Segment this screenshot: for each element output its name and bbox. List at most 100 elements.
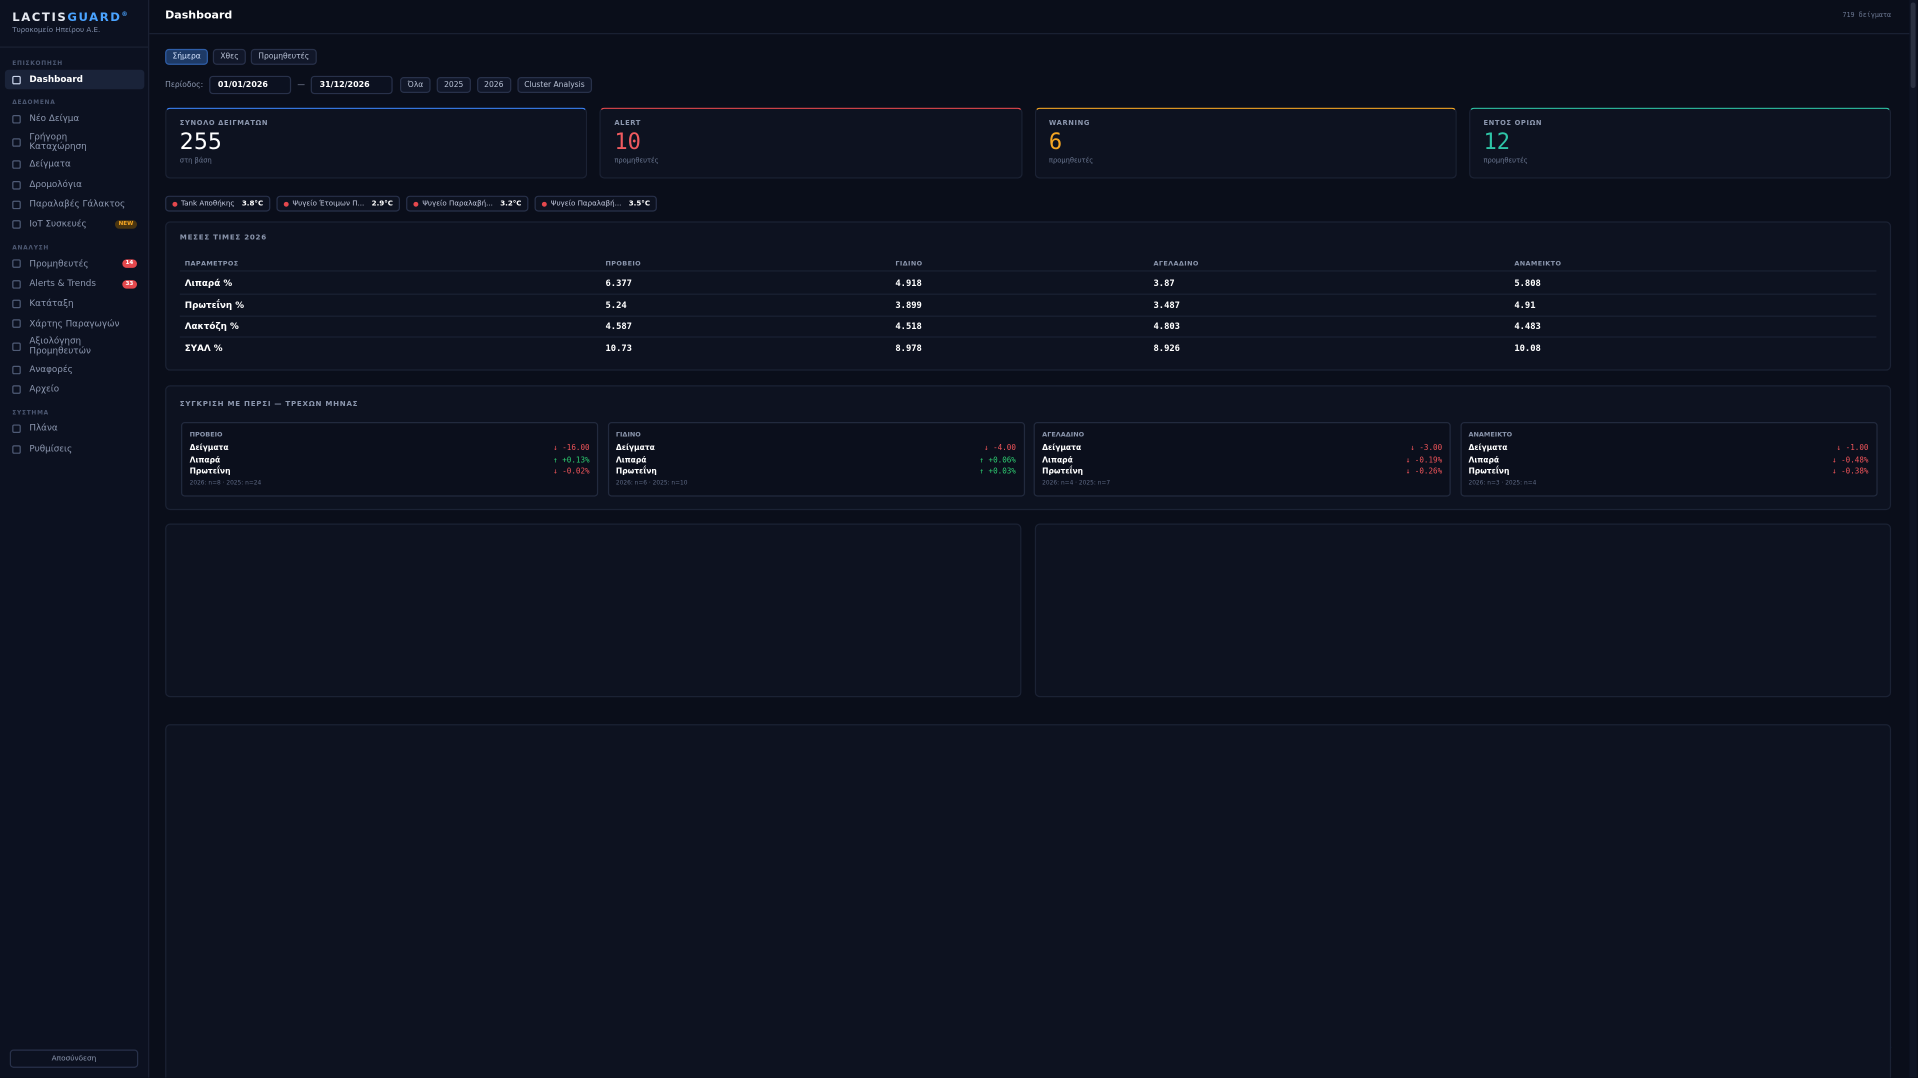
table-cell: 4.803: [1153, 320, 1180, 332]
table-cell: 4.483: [1514, 320, 1541, 332]
panel-title: ΣΥΓΚΡΙΣΗ ΜΕ ΠΕΡΣΙ — ΤΡΕΧΩΝ ΜΗΝΑΣ: [179, 401, 359, 409]
table-cell: 4.518: [895, 320, 922, 332]
metric-change: ↑ +0.13%: [553, 455, 590, 465]
kpi-note: στη βάση: [179, 157, 212, 166]
comparison-panel: ΣΥΓΚΡΙΣΗ ΜΕ ΠΕΡΣΙ — ΤΡΕΧΩΝ ΜΗΝΑΣ ΠΡΟΒΕΙΟ Δ…: [165, 385, 1892, 511]
period-label: Περίοδος:: [165, 80, 204, 90]
nav-item[interactable]: Ρυθμίσεις: [5, 439, 144, 459]
nav-icon: [12, 200, 21, 209]
kpi-label: ΣΥΝΟΛΟ ΔΕΙΓΜΑΤΩΝ: [179, 119, 269, 128]
metric-label: Λιπαρά: [1042, 455, 1073, 465]
nav-badge: NEW: [114, 220, 137, 229]
kpi-label: WARNING: [1048, 119, 1090, 128]
nav-section-title: ΣΥΣΤΗΜΑ: [12, 410, 49, 417]
metric-label: Πρωτεΐνη: [1042, 467, 1084, 476]
nav-item[interactable]: IoT Συσκευές NEW: [5, 215, 144, 235]
metric-change: ↑ +0.06%: [979, 455, 1016, 465]
nav-label: Αξιολόγηση Προμηθευτών: [29, 335, 91, 357]
nav-item[interactable]: Δείγματα: [5, 155, 144, 175]
brand: LACTISGUARD®: [12, 11, 129, 24]
nav-item[interactable]: Πλάνα: [5, 419, 144, 439]
tab[interactable]: Χθες: [212, 48, 247, 65]
filter-button[interactable]: Όλα: [400, 77, 431, 93]
nav-item[interactable]: Alerts & Trends 33: [5, 274, 144, 294]
status-dot: [172, 201, 178, 207]
tab[interactable]: Προμηθευτές: [250, 48, 317, 65]
nav-item[interactable]: Αναφορές: [5, 360, 144, 380]
sensor-chips: Tank Αποθήκης 3.8°C Ψυγείο Έτοιμων Π... 2.9…: [165, 195, 658, 212]
date-to[interactable]: 31/12/2026: [311, 75, 393, 95]
nav-icon: [12, 342, 21, 352]
card-footnote: 2026: n=6 · 2025: n=10: [615, 480, 688, 487]
metric-label: Πρωτεΐνη: [189, 467, 231, 476]
row-label: Λιπαρά %: [184, 277, 233, 289]
table-cell: 10.73: [605, 342, 632, 354]
nav-item[interactable]: Γρήγορη Καταχώρηση: [5, 129, 144, 155]
kpi-label: ALERT: [614, 119, 641, 128]
filter-button[interactable]: 2026: [476, 77, 511, 93]
nav-icon: [12, 365, 21, 374]
nav-item[interactable]: Νέο Δείγμα: [5, 109, 144, 129]
sensor-temp: 3.8°C: [241, 199, 264, 208]
table-separator: [179, 293, 1877, 295]
table-header: ΓΙΔΙΝΟ: [895, 260, 923, 268]
date-from[interactable]: 01/01/2026: [209, 75, 292, 95]
nav-label: Πλάνα: [29, 422, 58, 434]
filter-button[interactable]: Cluster Analysis: [516, 77, 593, 93]
nav-icon: [12, 180, 21, 190]
nav-icon: [12, 424, 21, 434]
nav-item[interactable]: Δρομολόγια: [5, 175, 144, 195]
card-footnote: 2026: n=3 · 2025: n=4: [1468, 480, 1537, 487]
table-header: ΠΡΟΒΕΙΟ: [605, 260, 642, 268]
nav-item[interactable]: Χάρτης Παραγωγών: [5, 314, 144, 334]
card-title: ΠΡΟΒΕΙΟ: [189, 431, 223, 440]
nav-label: Παραλαβές Γάλακτος: [29, 198, 126, 210]
kpi-card: ΕΝΤΟΣ ΟΡΙΩΝ 12 προμηθευτές: [1468, 107, 1892, 179]
kpi-card: ΣΥΝΟΛΟ ΔΕΙΓΜΑΤΩΝ 255 στη βάση: [165, 107, 588, 179]
sensor-name: Ψυγείο Παραλαβή...: [550, 199, 622, 208]
row-label: Πρωτεΐνη %: [184, 299, 245, 311]
nav-item[interactable]: Παραλαβές Γάλακτος: [5, 195, 144, 215]
nav-item[interactable]: Κατάταξη: [5, 294, 144, 314]
table-cell: 3.487: [1153, 299, 1180, 311]
nav-item[interactable]: Προμηθευτές 14: [5, 254, 144, 274]
nav-item[interactable]: Dashboard: [4, 69, 145, 90]
tab[interactable]: Σήμερα: [165, 48, 209, 65]
nav: ΕΠΙΣΚΟΠΗΣΗ Dashboard ΔΕΔΟΜΕΝΑ Νέο Δείγμα Γρή…: [0, 60, 149, 459]
nav-label: Ρυθμίσεις: [29, 442, 73, 454]
nav-label: Προμηθευτές: [29, 257, 89, 269]
scrollbar: [1909, 0, 1917, 1078]
nav-label: Νέο Δείγμα: [29, 112, 80, 124]
logout-button[interactable]: Αποσύνδεση: [9, 1049, 139, 1068]
card-footnote: 2026: n=4 · 2025: n=7: [1042, 480, 1111, 487]
nav-item[interactable]: Αξιολόγηση Προμηθευτών: [5, 334, 144, 360]
status-dot: [542, 201, 548, 207]
scrollbar-thumb: [1910, 2, 1916, 89]
card-title: ΓΙΔΙΝΟ: [615, 431, 641, 440]
tabs: Σήμερα Χθες Προμηθευτές: [165, 48, 317, 65]
nav-section-title: ΔΕΔΟΜΕΝΑ: [12, 100, 56, 107]
nav-item[interactable]: Αρχείο: [5, 380, 144, 400]
sensor-temp: 3.2°C: [500, 199, 522, 208]
table-cell: 6.377: [605, 277, 632, 289]
table-cell: 10.08: [1514, 342, 1541, 354]
chart-panel: [165, 724, 1892, 1078]
table-cell: 5.24: [605, 299, 627, 311]
sensor-chip: Ψυγείο Παραλαβή... 3.2°C: [406, 195, 529, 212]
sample-count: 719 δείγματα: [1842, 12, 1892, 20]
nav-label: Αναφορές: [29, 363, 73, 375]
nav-icon: [12, 137, 21, 147]
averages-panel: ΜΕΣΕΣ ΤΙΜΕΣ 2026 ΠΑΡΑΜΕΤΡΟΣ ΠΡΟΒΕΙΟ ΓΙΔΙΝΟ Α…: [165, 221, 1892, 371]
nav-badge: 33: [121, 279, 137, 289]
chart-panel: [165, 523, 1022, 698]
sidebar: LACTISGUARD® Τυροκομείο Ηπείρου Α.Ε. Απο…: [0, 0, 150, 1078]
brand-mark: ®: [121, 11, 130, 19]
table-header: ΑΝΑΜΕΙΚΤΟ: [1514, 260, 1562, 268]
metric-label: Δείγματα: [1468, 444, 1508, 453]
metric-label: Λιπαρά: [189, 455, 221, 465]
kpi-label: ΕΝΤΟΣ ΟΡΙΩΝ: [1483, 119, 1543, 128]
kpi-card: ALERT 10 προμηθευτές: [599, 107, 1022, 179]
metric-change: ↓ -3.00: [1410, 444, 1443, 453]
filter-button[interactable]: 2025: [436, 77, 471, 93]
